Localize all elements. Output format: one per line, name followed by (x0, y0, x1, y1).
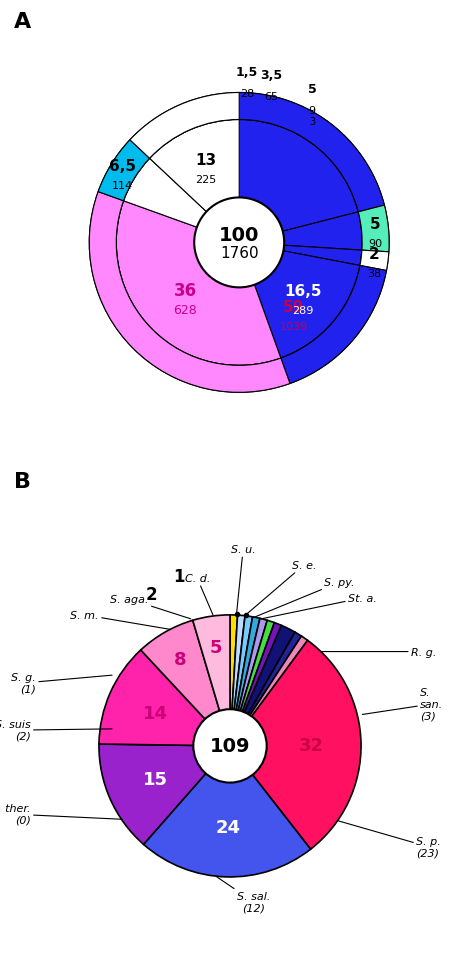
Wedge shape (100, 122, 388, 393)
Text: St. a.: St. a. (261, 594, 376, 619)
Wedge shape (239, 93, 253, 121)
Wedge shape (230, 641, 360, 849)
Wedge shape (230, 615, 237, 746)
Text: 8: 8 (174, 650, 186, 669)
Wedge shape (239, 126, 311, 244)
Wedge shape (230, 616, 252, 746)
Text: S.
san.
(3): S. san. (3) (362, 688, 442, 721)
Wedge shape (358, 206, 388, 252)
Wedge shape (140, 621, 230, 746)
Text: S. py.: S. py. (253, 578, 354, 618)
Wedge shape (230, 633, 301, 746)
Wedge shape (239, 121, 277, 244)
Wedge shape (230, 615, 245, 746)
Wedge shape (239, 120, 250, 244)
Text: 1760: 1760 (219, 246, 258, 261)
Wedge shape (99, 744, 230, 845)
Text: 32: 32 (298, 736, 323, 754)
Wedge shape (230, 619, 267, 746)
Text: S. e.: S. e. (245, 560, 315, 615)
Text: 36: 36 (174, 282, 196, 300)
Text: 6,5: 6,5 (109, 158, 136, 173)
Wedge shape (129, 93, 239, 159)
Wedge shape (239, 212, 361, 251)
Circle shape (193, 709, 266, 782)
Wedge shape (143, 746, 310, 877)
Wedge shape (116, 120, 358, 289)
Text: A: A (14, 12, 31, 31)
Wedge shape (89, 93, 384, 298)
Wedge shape (230, 621, 274, 746)
Wedge shape (250, 94, 285, 126)
Wedge shape (99, 650, 230, 746)
Text: 38: 38 (367, 269, 381, 279)
Text: 59: 59 (282, 299, 303, 315)
Text: 3,5: 3,5 (260, 68, 282, 82)
Text: 16,5: 16,5 (283, 284, 321, 299)
Text: 289: 289 (291, 306, 313, 316)
Text: 5: 5 (209, 639, 221, 656)
Text: C. d.: C. d. (184, 574, 213, 615)
Text: 114: 114 (112, 180, 133, 191)
Wedge shape (230, 626, 294, 746)
Text: 109: 109 (209, 736, 250, 756)
Text: 90: 90 (367, 239, 381, 248)
Text: 15: 15 (143, 770, 168, 788)
Text: S. m.: S. m. (70, 610, 169, 630)
Text: 1,5: 1,5 (235, 66, 257, 78)
Circle shape (194, 199, 284, 289)
Wedge shape (230, 637, 307, 746)
Text: 2: 2 (369, 246, 379, 262)
Text: S. sal.
(12): S. sal. (12) (217, 877, 270, 912)
Wedge shape (359, 251, 388, 271)
Text: 65: 65 (264, 92, 278, 103)
Wedge shape (125, 144, 361, 366)
Text: 5: 5 (369, 217, 380, 232)
Text: 13: 13 (195, 153, 216, 168)
Text: 225: 225 (195, 175, 216, 185)
Text: 14: 14 (143, 704, 168, 722)
Text: S. u.: S. u. (230, 545, 255, 614)
Wedge shape (230, 617, 259, 746)
Text: S. aga.: S. aga. (110, 595, 190, 619)
Text: 628: 628 (173, 304, 197, 317)
Text: 5: 5 (307, 83, 316, 96)
Text: S. p.
(23): S. p. (23) (337, 821, 440, 858)
Wedge shape (239, 244, 361, 266)
Text: 1039: 1039 (279, 322, 307, 332)
Text: 3: 3 (308, 116, 314, 127)
Wedge shape (277, 101, 327, 144)
Wedge shape (98, 141, 149, 201)
Wedge shape (149, 120, 239, 244)
Wedge shape (280, 266, 386, 384)
Text: 52: 52 (201, 146, 222, 160)
Text: R. g.: R. g. (321, 646, 435, 657)
Text: 2: 2 (145, 586, 157, 603)
Wedge shape (123, 159, 239, 244)
Text: B: B (14, 471, 31, 491)
Text: S. ther.
(0): S. ther. (0) (0, 803, 122, 825)
Wedge shape (192, 615, 230, 746)
Text: 100: 100 (218, 225, 259, 244)
Text: 24: 24 (215, 819, 240, 836)
Wedge shape (230, 623, 281, 746)
Text: S. g.
(1): S. g. (1) (11, 673, 112, 694)
Wedge shape (89, 193, 289, 393)
Wedge shape (239, 244, 359, 359)
Text: S. suis
(2): S. suis (2) (0, 720, 112, 741)
Wedge shape (116, 201, 280, 366)
Text: 9: 9 (308, 107, 315, 116)
Text: 1: 1 (173, 567, 184, 585)
Text: 911: 911 (201, 167, 222, 178)
Text: 28: 28 (239, 89, 253, 99)
